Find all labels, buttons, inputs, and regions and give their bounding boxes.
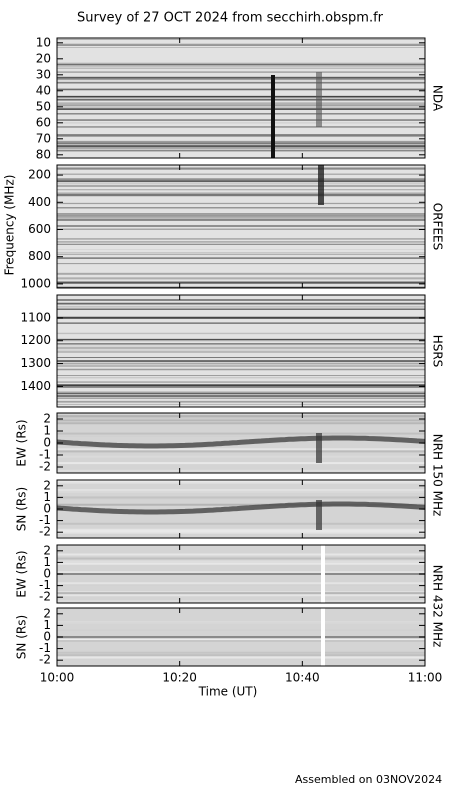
x-tick-label: 10:20 xyxy=(162,671,197,685)
y-tick-label: 1 xyxy=(43,618,51,632)
y-tick-label: -2 xyxy=(39,590,51,604)
y-tick-label: 400 xyxy=(28,195,51,209)
panel-background xyxy=(57,38,425,158)
burst xyxy=(318,165,324,205)
side-label: NRH 150 MHz xyxy=(431,434,445,517)
y-tick-label: 0 xyxy=(43,630,51,644)
burst xyxy=(321,608,325,666)
y-tick-label: -2 xyxy=(39,653,51,667)
panel-frame xyxy=(56,294,426,408)
y-tick-label: 200 xyxy=(28,168,51,182)
y-tick-label: 10 xyxy=(36,35,51,49)
panel-frame xyxy=(56,37,426,159)
y-tick-label: -2 xyxy=(39,460,51,474)
x-tick-label: 10:00 xyxy=(40,671,75,685)
y-tick-label: 2 xyxy=(43,606,51,620)
x-tick-label: 10:40 xyxy=(285,671,320,685)
y-tick-label: 1400 xyxy=(20,379,51,393)
y-axis-label: EW (Rs) xyxy=(15,550,29,597)
y-axis-label: SN (Rs) xyxy=(15,615,29,659)
side-label: NRH 432 MHz xyxy=(431,565,445,648)
burst xyxy=(316,72,322,127)
panel-frame xyxy=(56,479,426,539)
y-tick-label: -1 xyxy=(39,448,51,462)
y-tick-label: 0 xyxy=(43,502,51,516)
y-tick-label: 30 xyxy=(36,67,51,81)
panel-frame xyxy=(56,544,426,604)
y-tick-label: -1 xyxy=(39,641,51,655)
panel-frame xyxy=(56,412,426,474)
panel-frame xyxy=(56,164,426,289)
y-tick-label: 40 xyxy=(36,83,51,97)
source-band xyxy=(56,435,426,449)
x-tick-label: 11:00 xyxy=(408,671,443,685)
y-tick-label: 1 xyxy=(43,424,51,438)
y-tick-label: -2 xyxy=(39,525,51,539)
y-tick-label: 1 xyxy=(43,555,51,569)
y-axis-label: EW (Rs) xyxy=(15,419,29,466)
y-tick-label: 50 xyxy=(36,99,51,113)
footer: Assembled on 03NOV2024 xyxy=(295,773,442,786)
y-tick-label: 20 xyxy=(36,51,51,65)
y-tick-label: 1000 xyxy=(20,276,51,290)
y-tick-label: 1300 xyxy=(20,356,51,370)
burst xyxy=(271,75,275,158)
side-label: HSRS xyxy=(431,335,445,368)
burst xyxy=(316,500,322,530)
y-tick-label: 2 xyxy=(43,543,51,557)
chart-title: Survey of 27 OCT 2024 from secchirh.obsp… xyxy=(77,11,384,26)
y-tick-label: 800 xyxy=(28,249,51,263)
y-tick-label: -1 xyxy=(39,513,51,527)
y-tick-label: 60 xyxy=(36,115,51,129)
y-tick-label: 1 xyxy=(43,490,51,504)
y-tick-label: 600 xyxy=(28,222,51,236)
y-tick-label: 2 xyxy=(43,412,51,426)
burst xyxy=(316,433,322,463)
y-tick-label: -1 xyxy=(39,578,51,592)
y-tick-label: 80 xyxy=(36,147,51,161)
y-tick-label: 2 xyxy=(43,478,51,492)
y-tick-label: 1100 xyxy=(20,310,51,324)
y-axis-label: SN (Rs) xyxy=(15,487,29,531)
panel-frame xyxy=(56,607,426,667)
side-label: NDA xyxy=(431,85,445,112)
y-axis-label: Frequency (MHz) xyxy=(3,175,17,276)
burst xyxy=(321,545,325,603)
y-tick-label: 1200 xyxy=(20,333,51,347)
source-band xyxy=(56,501,426,515)
x-axis-label: Time (UT) xyxy=(198,685,258,699)
y-tick-label: 0 xyxy=(43,567,51,581)
y-tick-label: 70 xyxy=(36,131,51,145)
side-label: ORFEES xyxy=(431,203,445,250)
y-tick-label: 0 xyxy=(43,436,51,450)
